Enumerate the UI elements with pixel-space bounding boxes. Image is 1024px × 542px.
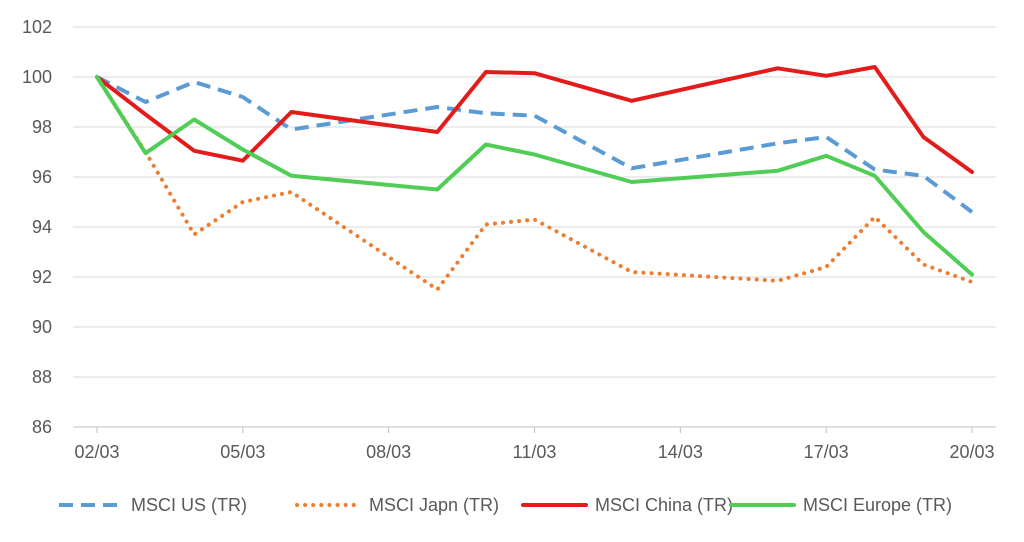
- y-tick-label: 90: [32, 317, 52, 337]
- x-tick-label: 20/03: [949, 442, 994, 462]
- x-tick-label: 08/03: [366, 442, 411, 462]
- y-tick-label: 102: [22, 17, 52, 37]
- gridlines: [73, 26, 996, 428]
- series-line-3: [95, 65, 974, 174]
- series-line-4: [95, 75, 974, 277]
- legend-label: MSCI US (TR): [131, 495, 247, 515]
- x-tick-label: 14/03: [658, 442, 703, 462]
- x-axis-tick-labels: 02/03 05/03 08/03 11/03 14/03 17/03 20/03: [74, 442, 994, 462]
- legend: MSCI US (TR) MSCI Japn (TR) MSCI China (TR…: [59, 495, 952, 515]
- y-tick-label: 92: [32, 267, 52, 287]
- x-tick-label: 11/03: [513, 442, 557, 462]
- plot-area: [95, 65, 974, 292]
- y-tick-label: 100: [22, 67, 52, 87]
- x-tick-label: 02/03: [74, 442, 119, 462]
- x-tick-label: 05/03: [220, 442, 265, 462]
- series-line-1: [96, 75, 974, 214]
- y-axis-tick-labels: 86 88 90 92 94 96 98 100 102: [22, 17, 52, 437]
- x-axis: [73, 426, 996, 433]
- y-tick-label: 86: [32, 417, 52, 437]
- legend-label: MSCI China (TR): [595, 495, 733, 515]
- series-line-2: [95, 75, 974, 292]
- y-tick-label: 98: [32, 117, 52, 137]
- legend-label: MSCI Europe (TR): [803, 495, 952, 515]
- x-tick-label: 17/03: [804, 442, 849, 462]
- y-tick-label: 88: [32, 367, 52, 387]
- legend-label: MSCI Japn (TR): [369, 495, 499, 515]
- y-tick-label: 94: [32, 217, 52, 237]
- y-tick-label: 96: [32, 167, 52, 187]
